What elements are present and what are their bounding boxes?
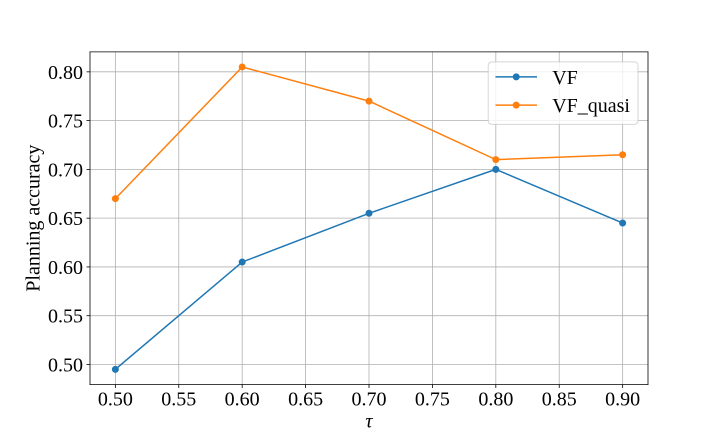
svg-text:VF: VF — [552, 67, 578, 89]
svg-text:0.65: 0.65 — [288, 388, 323, 410]
svg-text:0.55: 0.55 — [48, 306, 83, 328]
svg-text:0.75: 0.75 — [415, 388, 450, 410]
svg-text:0.75: 0.75 — [48, 111, 83, 133]
svg-text:0.55: 0.55 — [161, 388, 196, 410]
svg-text:0.70: 0.70 — [352, 388, 387, 410]
svg-text:0.70: 0.70 — [48, 159, 83, 181]
svg-text:VF_quasi: VF_quasi — [552, 95, 630, 117]
svg-text:0.60: 0.60 — [225, 388, 260, 410]
svg-text:0.50: 0.50 — [48, 354, 83, 376]
svg-text:0.50: 0.50 — [98, 388, 133, 410]
svg-text:0.80: 0.80 — [478, 388, 513, 410]
svg-text:Planning accuracy: Planning accuracy — [23, 145, 45, 292]
svg-text:0.90: 0.90 — [605, 388, 640, 410]
svg-text:0.60: 0.60 — [48, 257, 83, 279]
svg-text:0.80: 0.80 — [48, 62, 83, 84]
svg-text:τ: τ — [365, 410, 373, 432]
svg-text:0.85: 0.85 — [542, 388, 577, 410]
svg-text:0.65: 0.65 — [48, 208, 83, 230]
